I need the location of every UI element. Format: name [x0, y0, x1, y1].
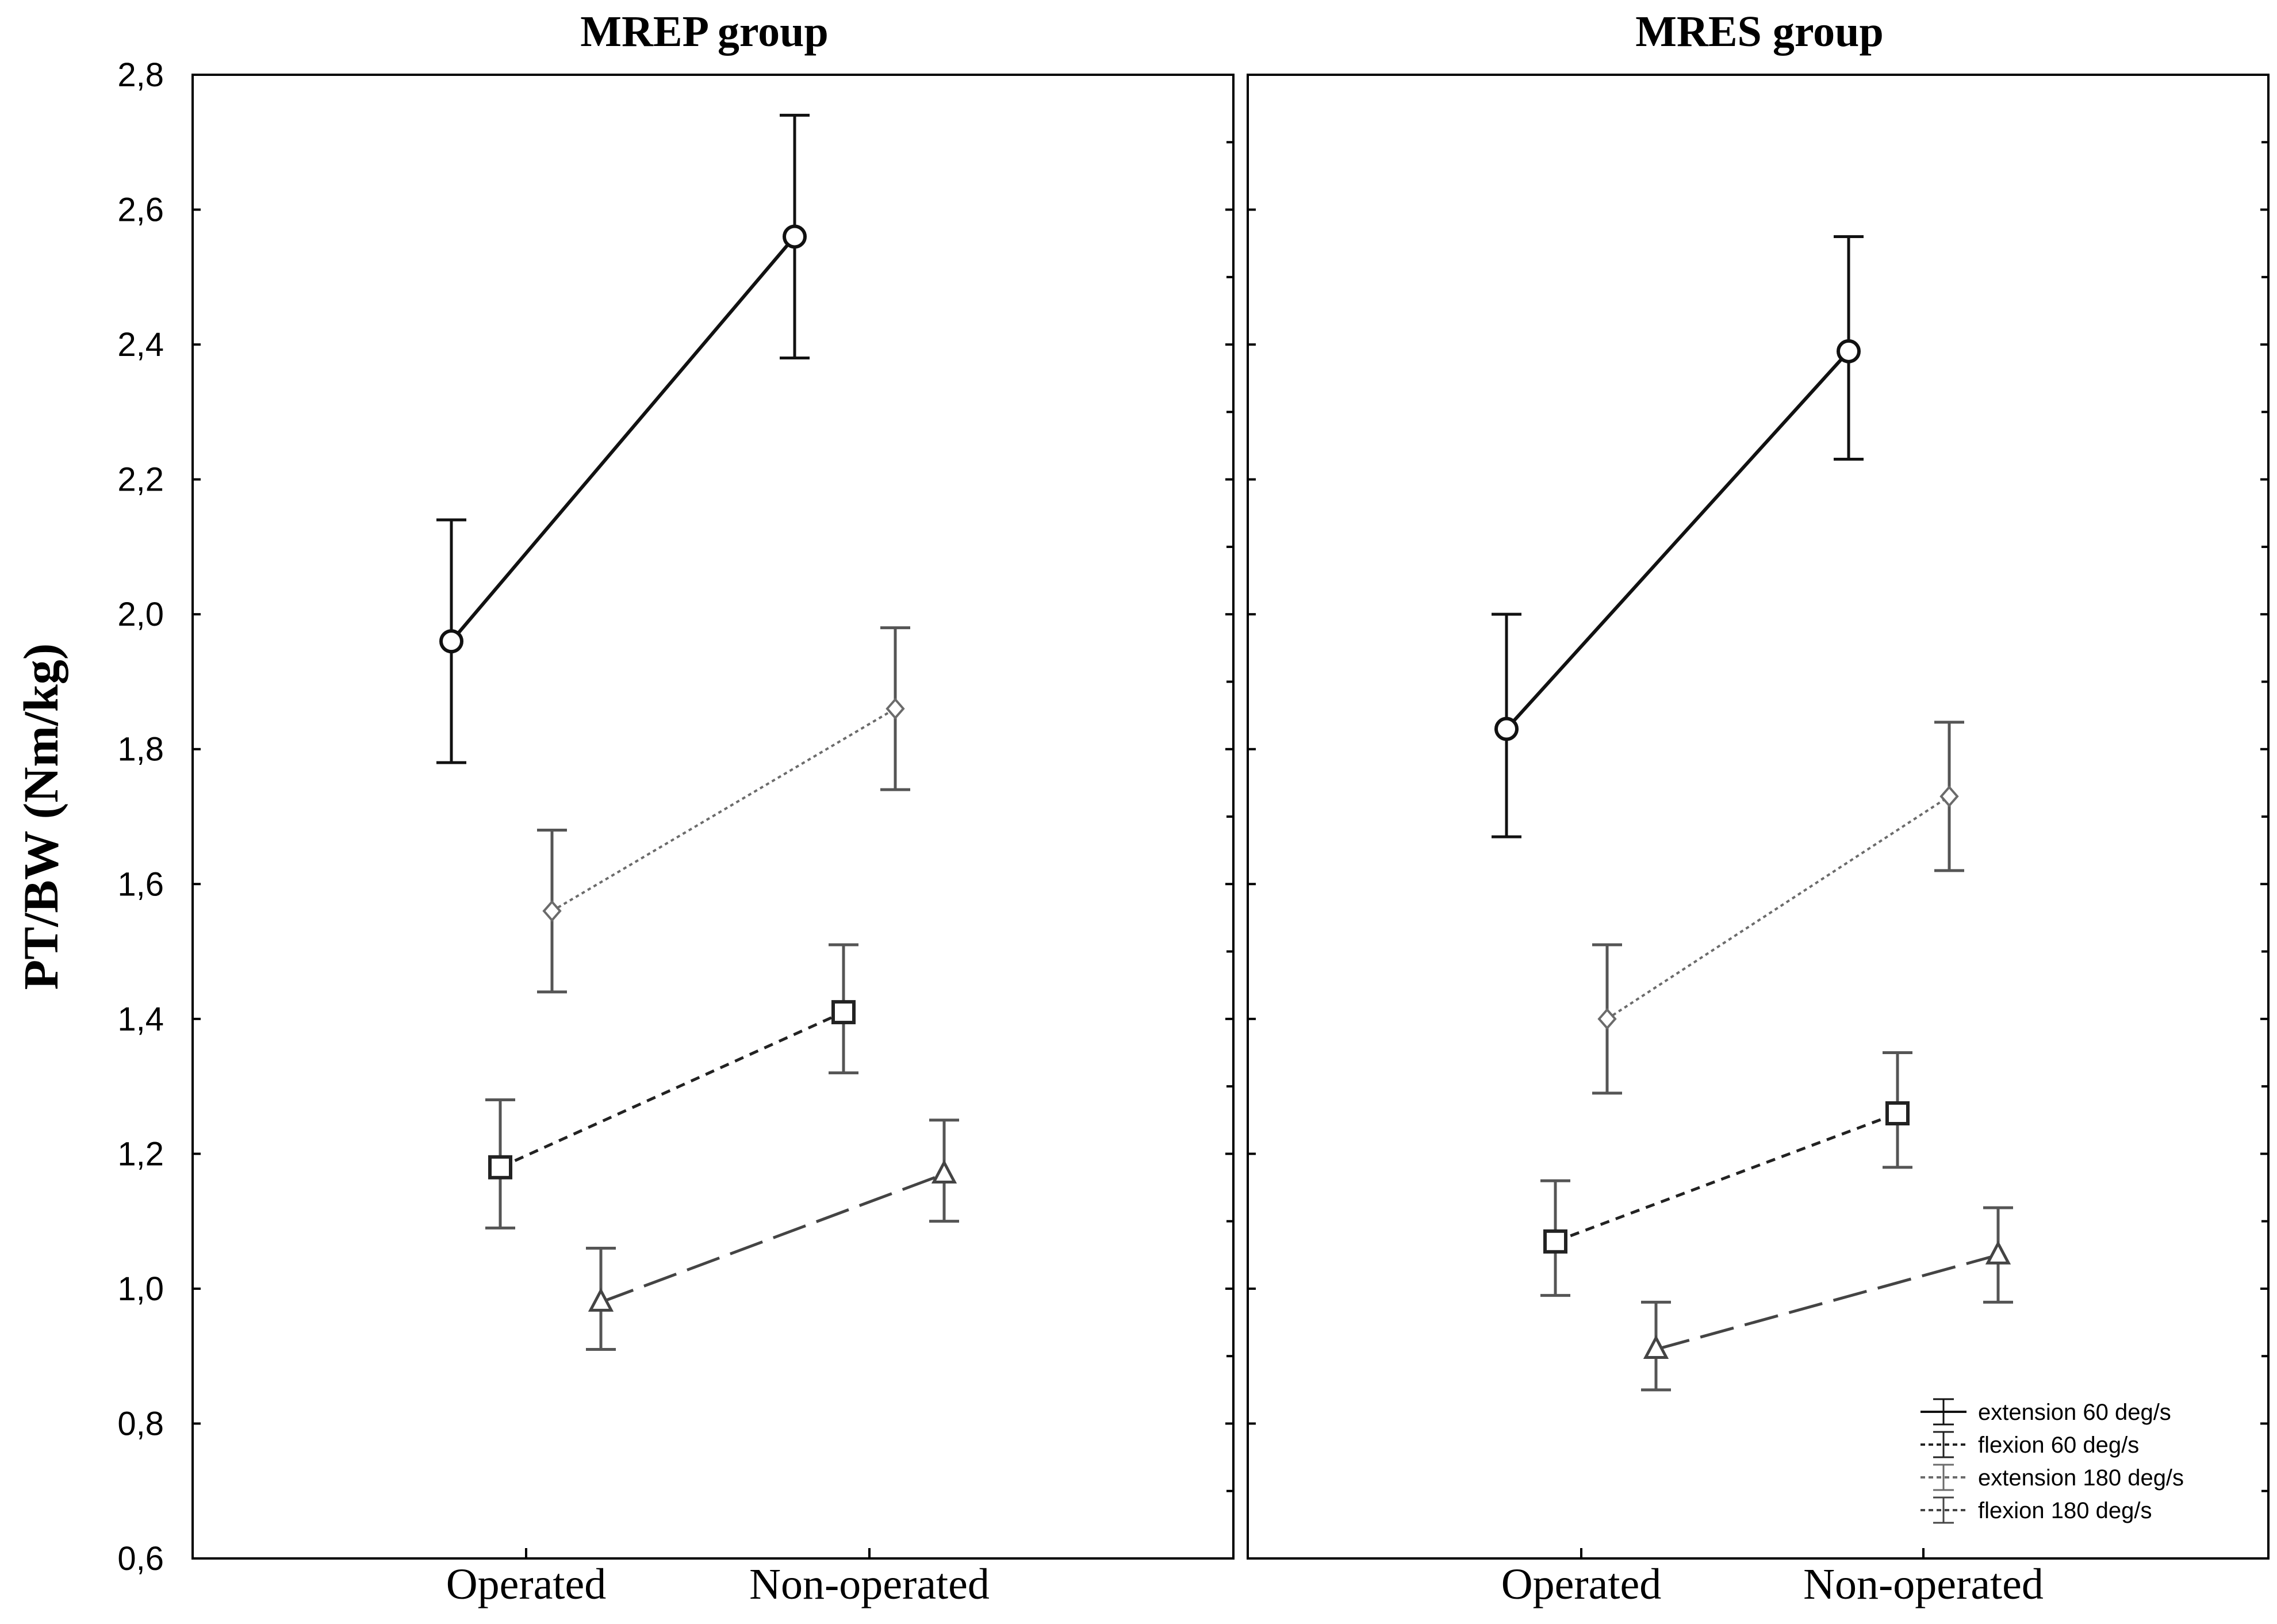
y-axis-label: PT/BW (Nm/kg) [13, 644, 68, 990]
panel-mrep: MREP group Operated Non-operated [191, 7, 1235, 1608]
y-tick-label: 1,6 [117, 865, 164, 903]
data-point [1885, 1101, 1910, 1125]
x-tick-label: Operated [446, 1560, 607, 1608]
y-tick-label: 2,6 [117, 191, 164, 229]
series-flexion-180-deg-s [1641, 1206, 2013, 1392]
y-tick-label: 2,2 [117, 461, 164, 499]
data-point [1494, 717, 1519, 741]
legend: extension 60 deg/s flexion 60 deg/s extens… [1920, 1398, 2184, 1524]
data-point [588, 1288, 614, 1312]
series-line [551, 707, 896, 912]
y-tick-label: 0,8 [117, 1405, 164, 1442]
y-tick-label: 1,2 [117, 1135, 164, 1173]
data-point [488, 1155, 512, 1179]
data-point [1597, 1008, 1617, 1030]
legend-label: flexion 180 deg/s [1978, 1498, 2152, 1523]
data-point [439, 629, 463, 654]
data-point [1543, 1229, 1567, 1254]
series-extension-60-deg-s [436, 113, 810, 764]
data-point [1985, 1240, 2011, 1265]
panel-title: MREP group [580, 7, 828, 56]
data-point [542, 900, 562, 922]
legend-label: flexion 60 deg/s [1978, 1433, 2139, 1458]
series-line [1655, 1253, 1999, 1351]
y-tick-label: 2,0 [117, 596, 164, 633]
legend-label: extension 60 deg/s [1978, 1400, 2171, 1425]
y-tick-label: 0,6 [117, 1540, 164, 1577]
x-tick-label: Non-operated [749, 1560, 990, 1608]
data-point [931, 1159, 957, 1184]
x-tick-label: Operated [1501, 1560, 1662, 1608]
y-tick-label: 1,4 [117, 1001, 164, 1038]
data-point [1939, 785, 1959, 807]
data-point [783, 224, 807, 249]
series-flexion-60-deg-s [485, 943, 858, 1230]
series-extension-180-deg-s [537, 626, 910, 994]
series-line [1555, 1112, 1898, 1243]
data-point [885, 698, 905, 720]
series-flexion-60-deg-s [1540, 1051, 1912, 1297]
series-line [1606, 795, 1950, 1020]
series-extension-180-deg-s [1592, 721, 1964, 1095]
y-tick-label: 1,8 [117, 731, 164, 768]
x-tick-label: Non-operated [1803, 1560, 2044, 1608]
legend-label: extension 180 deg/s [1978, 1465, 2184, 1491]
data-point [831, 1000, 856, 1025]
y-tick-label: 2,8 [117, 56, 164, 94]
panel-mres: MRES group Operated Non-operated [1247, 7, 2270, 1608]
y-tick-label: 2,4 [117, 326, 164, 363]
y-tick-label: 1,0 [117, 1270, 164, 1308]
series-flexion-180-deg-s [586, 1119, 959, 1351]
plot-frame [1247, 74, 2270, 1560]
series-line [1505, 350, 1850, 730]
series-line [600, 1173, 945, 1304]
series-extension-60-deg-s [1492, 235, 1864, 838]
series-line [499, 1010, 845, 1169]
data-point [1643, 1335, 1669, 1359]
panel-title: MRES group [1635, 7, 1883, 56]
series-line [450, 235, 796, 643]
data-point [1837, 339, 1861, 363]
